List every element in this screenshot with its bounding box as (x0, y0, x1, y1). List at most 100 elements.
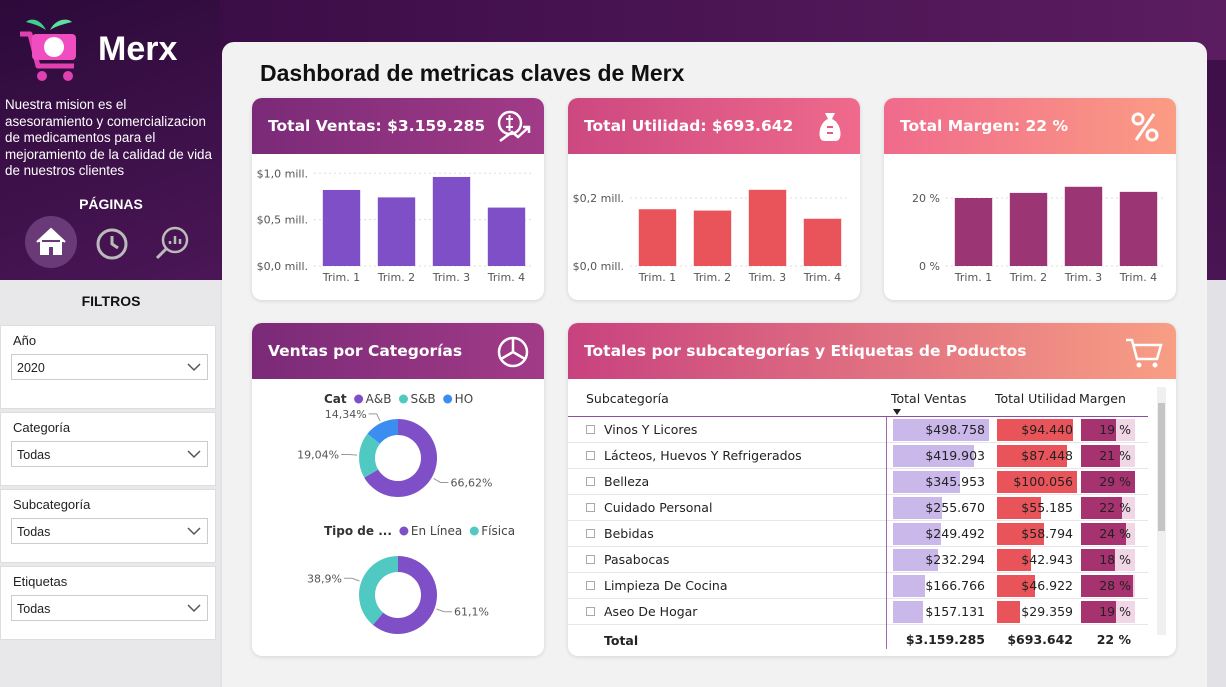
row-label: Vinos Y Licores (604, 422, 698, 437)
column-header[interactable]: Subcategoría (586, 391, 669, 406)
legend-swatch (399, 526, 409, 536)
value-cell: $498.758 (893, 419, 989, 441)
y-tick-label: $0,0 mill. (573, 260, 624, 273)
row-label: Aseo De Hogar (604, 604, 698, 619)
filter-value: 2020 (17, 361, 45, 375)
bar (803, 218, 842, 266)
card-header: Total Margen: 22 % (884, 98, 1176, 154)
analysis-button[interactable] (155, 226, 189, 260)
filter-value: Todas (17, 602, 51, 616)
leader-line (433, 478, 449, 483)
y-tick-label: $0,0 mill. (257, 260, 308, 273)
percent-icon (1131, 112, 1159, 142)
donut-slice (364, 419, 437, 497)
filters-title: FILTROS (81, 293, 141, 309)
value-cell: $100.056 (997, 471, 1077, 493)
dashboard-title: Dashborad de metricas claves de Merx (260, 60, 685, 86)
table-row: Lácteos, Huevos Y Refrigerados $419.903 $8… (568, 443, 1148, 469)
data-bar (997, 523, 1044, 545)
filter-dropdown[interactable]: Todas (11, 595, 208, 621)
bar (487, 207, 526, 266)
history-button[interactable] (96, 228, 128, 260)
x-tick-label: Trim. 4 (487, 271, 525, 284)
home-button[interactable] (25, 216, 77, 268)
expand-icon[interactable] (586, 581, 595, 590)
bar (1009, 192, 1048, 266)
table-row: Limpieza De Cocina $166.766 $46.922 28 % (568, 573, 1148, 599)
bar (322, 189, 361, 266)
expand-icon[interactable] (586, 425, 595, 434)
filter-dropdown[interactable]: Todas (11, 441, 208, 467)
x-tick-label: Trim. 2 (377, 271, 415, 284)
donut-charts: Cat A&B S&B HO 66,62% 19,04% 14,34% Tipo de ...… (297, 392, 515, 634)
card-header: Total Utilidad: $693.642 (568, 98, 860, 154)
cell-value: $345.953 (925, 474, 985, 489)
data-bar (997, 601, 1021, 623)
donut-slice (359, 433, 380, 478)
bar (954, 198, 993, 266)
expand-icon[interactable] (586, 477, 595, 486)
data-bar (893, 445, 974, 467)
legend-label: S&B (410, 392, 435, 406)
y-tick-label: $1,0 mill. (257, 167, 308, 180)
column-header[interactable]: Margen (1079, 391, 1126, 406)
legend-label: HO (455, 392, 473, 406)
value-cell: 29 % (1081, 471, 1135, 493)
x-tick-label: Trim. 3 (748, 271, 786, 284)
filter-label: Categoría (13, 420, 71, 435)
data-bar (893, 549, 938, 571)
x-tick-label: Trim. 1 (322, 271, 360, 284)
scrollbar[interactable] (1157, 387, 1166, 635)
expand-icon[interactable] (586, 503, 595, 512)
data-label: 38,9% (307, 572, 342, 585)
row-label: Lácteos, Huevos Y Refrigerados (604, 448, 802, 463)
filter-dropdown[interactable]: 2020 (11, 354, 208, 380)
data-bar (997, 445, 1067, 467)
arrow (187, 527, 201, 536)
cell-value: $255.670 (925, 500, 985, 515)
legend-label: En Línea (411, 524, 462, 538)
legend-title: Tipo de ... (324, 524, 392, 538)
expand-icon[interactable] (586, 529, 595, 538)
value-cell: $29.359 (997, 601, 1077, 623)
legend-swatch (354, 394, 364, 404)
expand-icon[interactable] (586, 607, 595, 616)
value-cell: $46.922 (997, 575, 1077, 597)
cell-value: $55.185 (1021, 500, 1073, 515)
filter-dropdown[interactable]: Todas (11, 518, 208, 544)
total-row: Total $3.159.285 $693.642 22 % (568, 627, 1148, 653)
card-header: Ventas por Categorías (252, 323, 544, 379)
data-label: 14,34% (325, 408, 367, 421)
cell-value: 19 % (1099, 604, 1131, 619)
filter-card: Año 2020 (0, 325, 216, 409)
expand-icon[interactable] (586, 451, 595, 460)
column-header[interactable]: Total Utilidad (995, 391, 1077, 406)
brand-name: Merx (98, 30, 178, 68)
legend-swatch (469, 526, 479, 536)
x-tick-label: Trim. 2 (1009, 271, 1047, 284)
cell-value: $498.758 (925, 422, 985, 437)
leader-line (341, 453, 358, 456)
donut-slice (359, 556, 398, 625)
data-bar (893, 497, 943, 519)
table-row: Vinos Y Licores $498.758 $94.440 19 % (568, 417, 1148, 443)
scroll-thumb[interactable] (1158, 403, 1165, 531)
data-bar (893, 601, 924, 623)
cart-icon (1126, 338, 1163, 368)
kpi-card: Total Ventas: $3.159.285 $0,0 mill. $0,5 … (252, 98, 544, 300)
data-bar (997, 549, 1032, 571)
leader-line (436, 608, 453, 613)
data-bar (1081, 549, 1115, 571)
value-cell: $42.943 (997, 549, 1077, 571)
table-card: Totales por subcategorías y Etiquetas de… (568, 323, 1176, 656)
bar (1119, 191, 1158, 266)
expand-icon[interactable] (586, 555, 595, 564)
table-row: Aseo De Hogar $157.131 $29.359 19 % (568, 599, 1148, 625)
column-header[interactable]: Total Ventas (891, 391, 967, 406)
total-label: Total (604, 633, 639, 648)
cell-value: 22 % (1099, 500, 1131, 515)
x-tick-label: Trim. 2 (693, 271, 731, 284)
cell-value: $249.492 (925, 526, 985, 541)
card-header: Total Ventas: $3.159.285 (252, 98, 544, 154)
cell-value: $100.056 (1013, 474, 1073, 489)
